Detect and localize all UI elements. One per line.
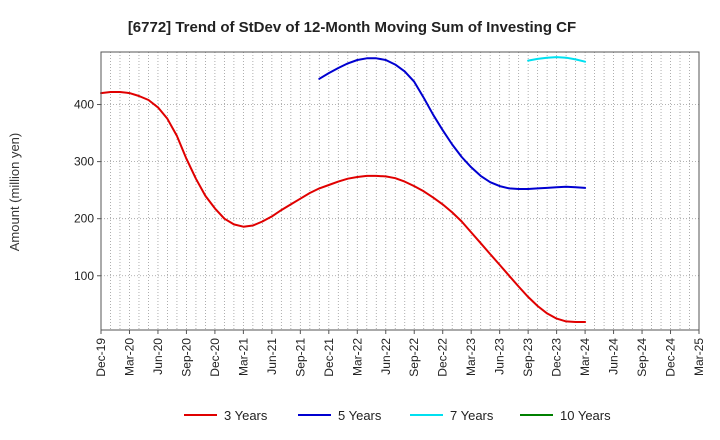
legend: 3 Years 5 Years 7 Years 10 Years: [184, 408, 611, 423]
x-tick-label: Mar-23: [464, 338, 478, 376]
x-tick-label: Mar-24: [578, 338, 592, 376]
x-tick-label: Jun-24: [607, 338, 621, 375]
plot-area-frame: [100, 51, 700, 331]
series-line-7-years: [527, 56, 587, 63]
x-tick-label: Jun-22: [379, 338, 393, 375]
x-tick-label: Mar-22: [350, 338, 364, 376]
y-tick-label: 100: [74, 269, 94, 283]
x-tick-label: Dec-21: [322, 338, 336, 377]
series-line-3-years: [100, 91, 587, 323]
y-axis-label: Amount (million yen): [7, 133, 22, 252]
x-tick-label: Mar-21: [236, 338, 250, 376]
x-tick-label: Dec-20: [208, 338, 222, 377]
x-tick-label: Jun-23: [493, 338, 507, 375]
x-axis-ticks: Dec-19 Mar-20 Jun-20 Sep-20 Dec-20 Mar-21 Jun-…: [94, 330, 706, 377]
x-tick-label: Sep-23: [521, 338, 535, 377]
y-axis-ticks: 100 200 300 400: [74, 98, 101, 283]
x-tick-label: Jun-21: [265, 338, 279, 375]
x-tick-label: Mar-20: [122, 338, 136, 376]
legend-label-5-years: 5 Years: [338, 408, 382, 423]
grid: [101, 52, 699, 330]
x-tick-label: Sep-24: [635, 338, 649, 377]
x-tick-label: Dec-22: [436, 338, 450, 377]
y-tick-label: 200: [74, 212, 94, 226]
x-tick-label: Dec-24: [664, 338, 678, 377]
y-tick-label: 300: [74, 155, 94, 169]
chart-title: [6772] Trend of StDev of 12-Month Moving…: [128, 19, 576, 36]
x-tick-label: Mar-25: [692, 338, 706, 376]
x-tick-label: Sep-21: [293, 338, 307, 377]
x-tick-label: Dec-19: [94, 338, 108, 377]
x-tick-label: Dec-23: [550, 338, 564, 377]
legend-label-7-years: 7 Years: [450, 408, 494, 423]
legend-label-10-years: 10 Years: [560, 408, 611, 423]
x-tick-label: Jun-20: [151, 338, 165, 375]
legend-label-3-years: 3 Years: [224, 408, 268, 423]
series-line-5-years: [318, 57, 587, 190]
x-tick-label: Sep-22: [407, 338, 421, 377]
x-tick-label: Sep-20: [179, 338, 193, 377]
y-tick-label: 400: [74, 98, 94, 112]
series-lines: [100, 56, 587, 323]
